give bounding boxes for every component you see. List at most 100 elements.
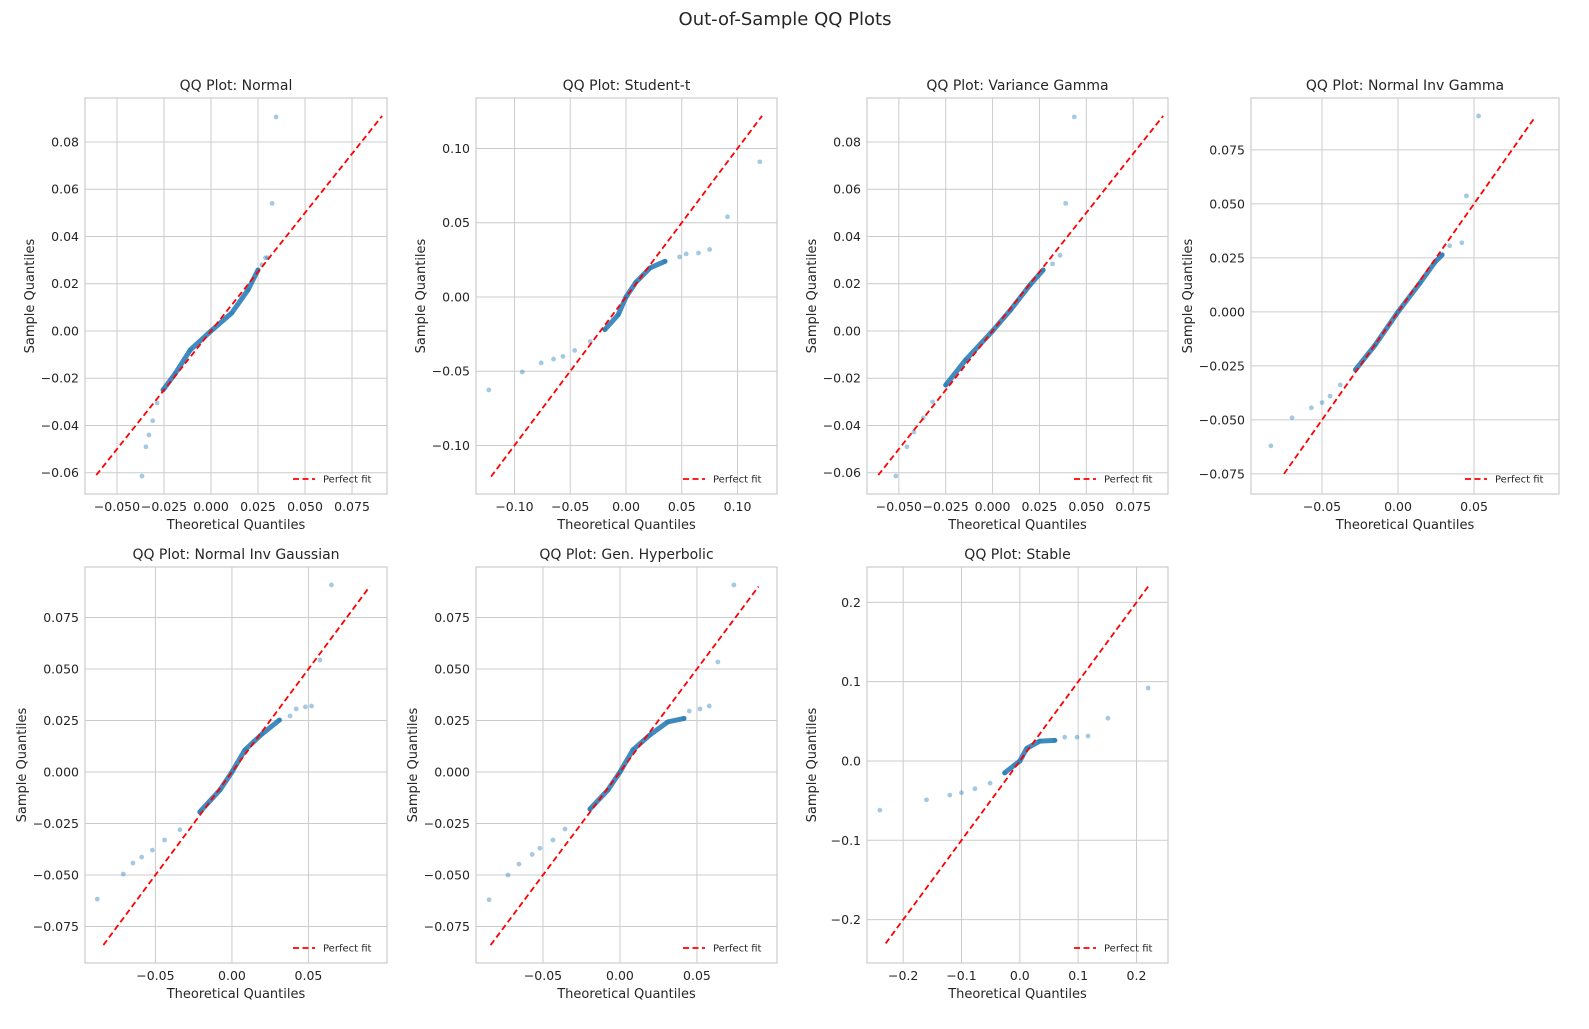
y-axis-label: Sample Quantiles (406, 707, 421, 822)
qq-point (516, 861, 522, 867)
legend-label: Perfect fit (323, 944, 372, 955)
x-tick-label: 0.05 (1460, 499, 1488, 514)
y-tick-label: 0.02 (51, 276, 79, 291)
qq-point (120, 871, 126, 877)
qq-point (707, 247, 713, 252)
qq-point (1071, 114, 1077, 120)
y-tick-label: 0.025 (434, 713, 470, 728)
x-tick-label: −0.10 (495, 499, 533, 514)
qq-point (911, 429, 917, 435)
qq-point (94, 896, 100, 902)
subplot-6: −0.05 0.00 0.05 −0.075 −0.050 −0.025 0.000 0.02… (406, 547, 778, 1002)
qq-point (1268, 443, 1274, 449)
x-tick-label: 0.0 (1010, 968, 1030, 983)
y-tick-label: −0.025 (1199, 358, 1245, 373)
x-tick-label: 0.025 (1022, 499, 1058, 514)
x-tick-label: 0.075 (1115, 499, 1151, 514)
x-tick-label: −0.1 (946, 968, 976, 983)
qq-point (893, 473, 899, 479)
qq-point (139, 473, 145, 479)
qq-point (150, 418, 156, 424)
x-tick-label: 0.10 (724, 499, 752, 514)
x-tick-label: −0.2 (888, 968, 918, 983)
qq-point (560, 353, 566, 359)
x-tick-label: −0.025 (923, 499, 969, 514)
subplot-title: QQ Plot: Normal (180, 78, 293, 94)
qq-point (683, 251, 689, 257)
qq-point (647, 732, 653, 738)
qq-point (303, 704, 308, 710)
qq-point (1037, 738, 1043, 744)
qq-point (697, 706, 703, 712)
dense-sample-band (197, 717, 282, 815)
x-tick-label: −0.05 (1303, 499, 1341, 514)
x-tick-label: 0.00 (1384, 499, 1412, 514)
x-axis-label: Theoretical Quantiles (556, 518, 696, 533)
qq-point (1062, 734, 1068, 740)
qq-point (551, 356, 556, 362)
qq-point (1050, 261, 1055, 267)
axes-frame (84, 97, 388, 495)
perfect-fit-line (490, 115, 763, 478)
y-axis-label: Sample Quantiles (805, 707, 820, 822)
x-tick-label: 0.025 (240, 499, 276, 514)
x-tick-label: 0.000 (975, 499, 1011, 514)
qq-point (1308, 405, 1314, 411)
qq-point (1459, 240, 1465, 246)
qq-point (987, 780, 993, 786)
qq-point (1145, 685, 1151, 691)
y-tick-label: 0.00 (442, 289, 470, 304)
subplot-title: QQ Plot: Normal Inv Gaussian (132, 547, 339, 563)
x-axis-label: Theoretical Quantiles (947, 518, 1087, 533)
x-tick-label: 0.00 (612, 499, 640, 514)
perfect-fit-line (489, 586, 760, 946)
qq-point (665, 719, 671, 725)
qq-point (681, 716, 687, 721)
y-tick-label: 0.2 (841, 595, 861, 610)
qq-point (317, 657, 323, 663)
qq-point (1074, 734, 1080, 740)
subplot-4: −0.05 0.00 0.05 −0.075 −0.050 −0.025 0.000 0.02… (1181, 78, 1560, 533)
qq-point (245, 287, 251, 293)
subplot-2: −0.10 −0.05 0.00 0.05 0.10 −0.10 −0.05 0.00 0.05… (414, 78, 778, 533)
x-tick-label: 0.00 (606, 968, 634, 983)
y-tick-label: 0.04 (51, 229, 79, 244)
y-tick-label: 0.025 (1209, 250, 1245, 265)
dense-sample-band (587, 715, 687, 812)
y-tick-label: 0.10 (442, 141, 470, 156)
y-axis-label: Sample Quantiles (23, 238, 38, 353)
y-tick-label: −0.050 (1199, 412, 1245, 427)
y-tick-label: 0.08 (51, 134, 79, 149)
qq-point (943, 382, 949, 388)
qq-point (309, 703, 314, 709)
y-tick-label: 0.00 (51, 323, 79, 338)
qq-point (904, 444, 910, 450)
y-tick-label: 0.075 (1209, 142, 1245, 157)
x-tick-label: 0.00 (218, 968, 246, 983)
y-tick-label: 0.050 (43, 661, 79, 676)
x-tick-label: −0.05 (524, 968, 562, 983)
y-tick-label: 0.06 (833, 182, 861, 197)
y-tick-label: 0.000 (434, 765, 470, 780)
qq-point (550, 837, 556, 843)
qq-point (187, 347, 193, 353)
y-tick-label: −0.02 (823, 371, 861, 386)
qq-point (1085, 733, 1091, 739)
qq-point (1337, 382, 1343, 388)
y-tick-label: −0.025 (424, 816, 470, 831)
perfect-fit-line (884, 584, 1151, 944)
x-tick-label: 0.2 (1127, 968, 1147, 983)
y-tick-label: −0.04 (823, 418, 861, 433)
qq-point (287, 713, 293, 719)
qq-point (229, 310, 235, 316)
y-tick-label: −0.050 (33, 868, 79, 883)
axes-frame (1250, 97, 1560, 495)
x-tick-label: −0.05 (136, 968, 174, 983)
y-tick-label: 0.00 (833, 323, 861, 338)
qq-point (1057, 252, 1063, 258)
subplot-title: QQ Plot: Variance Gamma (926, 78, 1108, 94)
y-axis-label: Sample Quantiles (414, 238, 429, 353)
qq-point (1105, 715, 1111, 721)
subplot-title: QQ Plot: Student-t (563, 78, 691, 94)
subplot-title: QQ Plot: Gen. Hyperbolic (539, 547, 713, 563)
